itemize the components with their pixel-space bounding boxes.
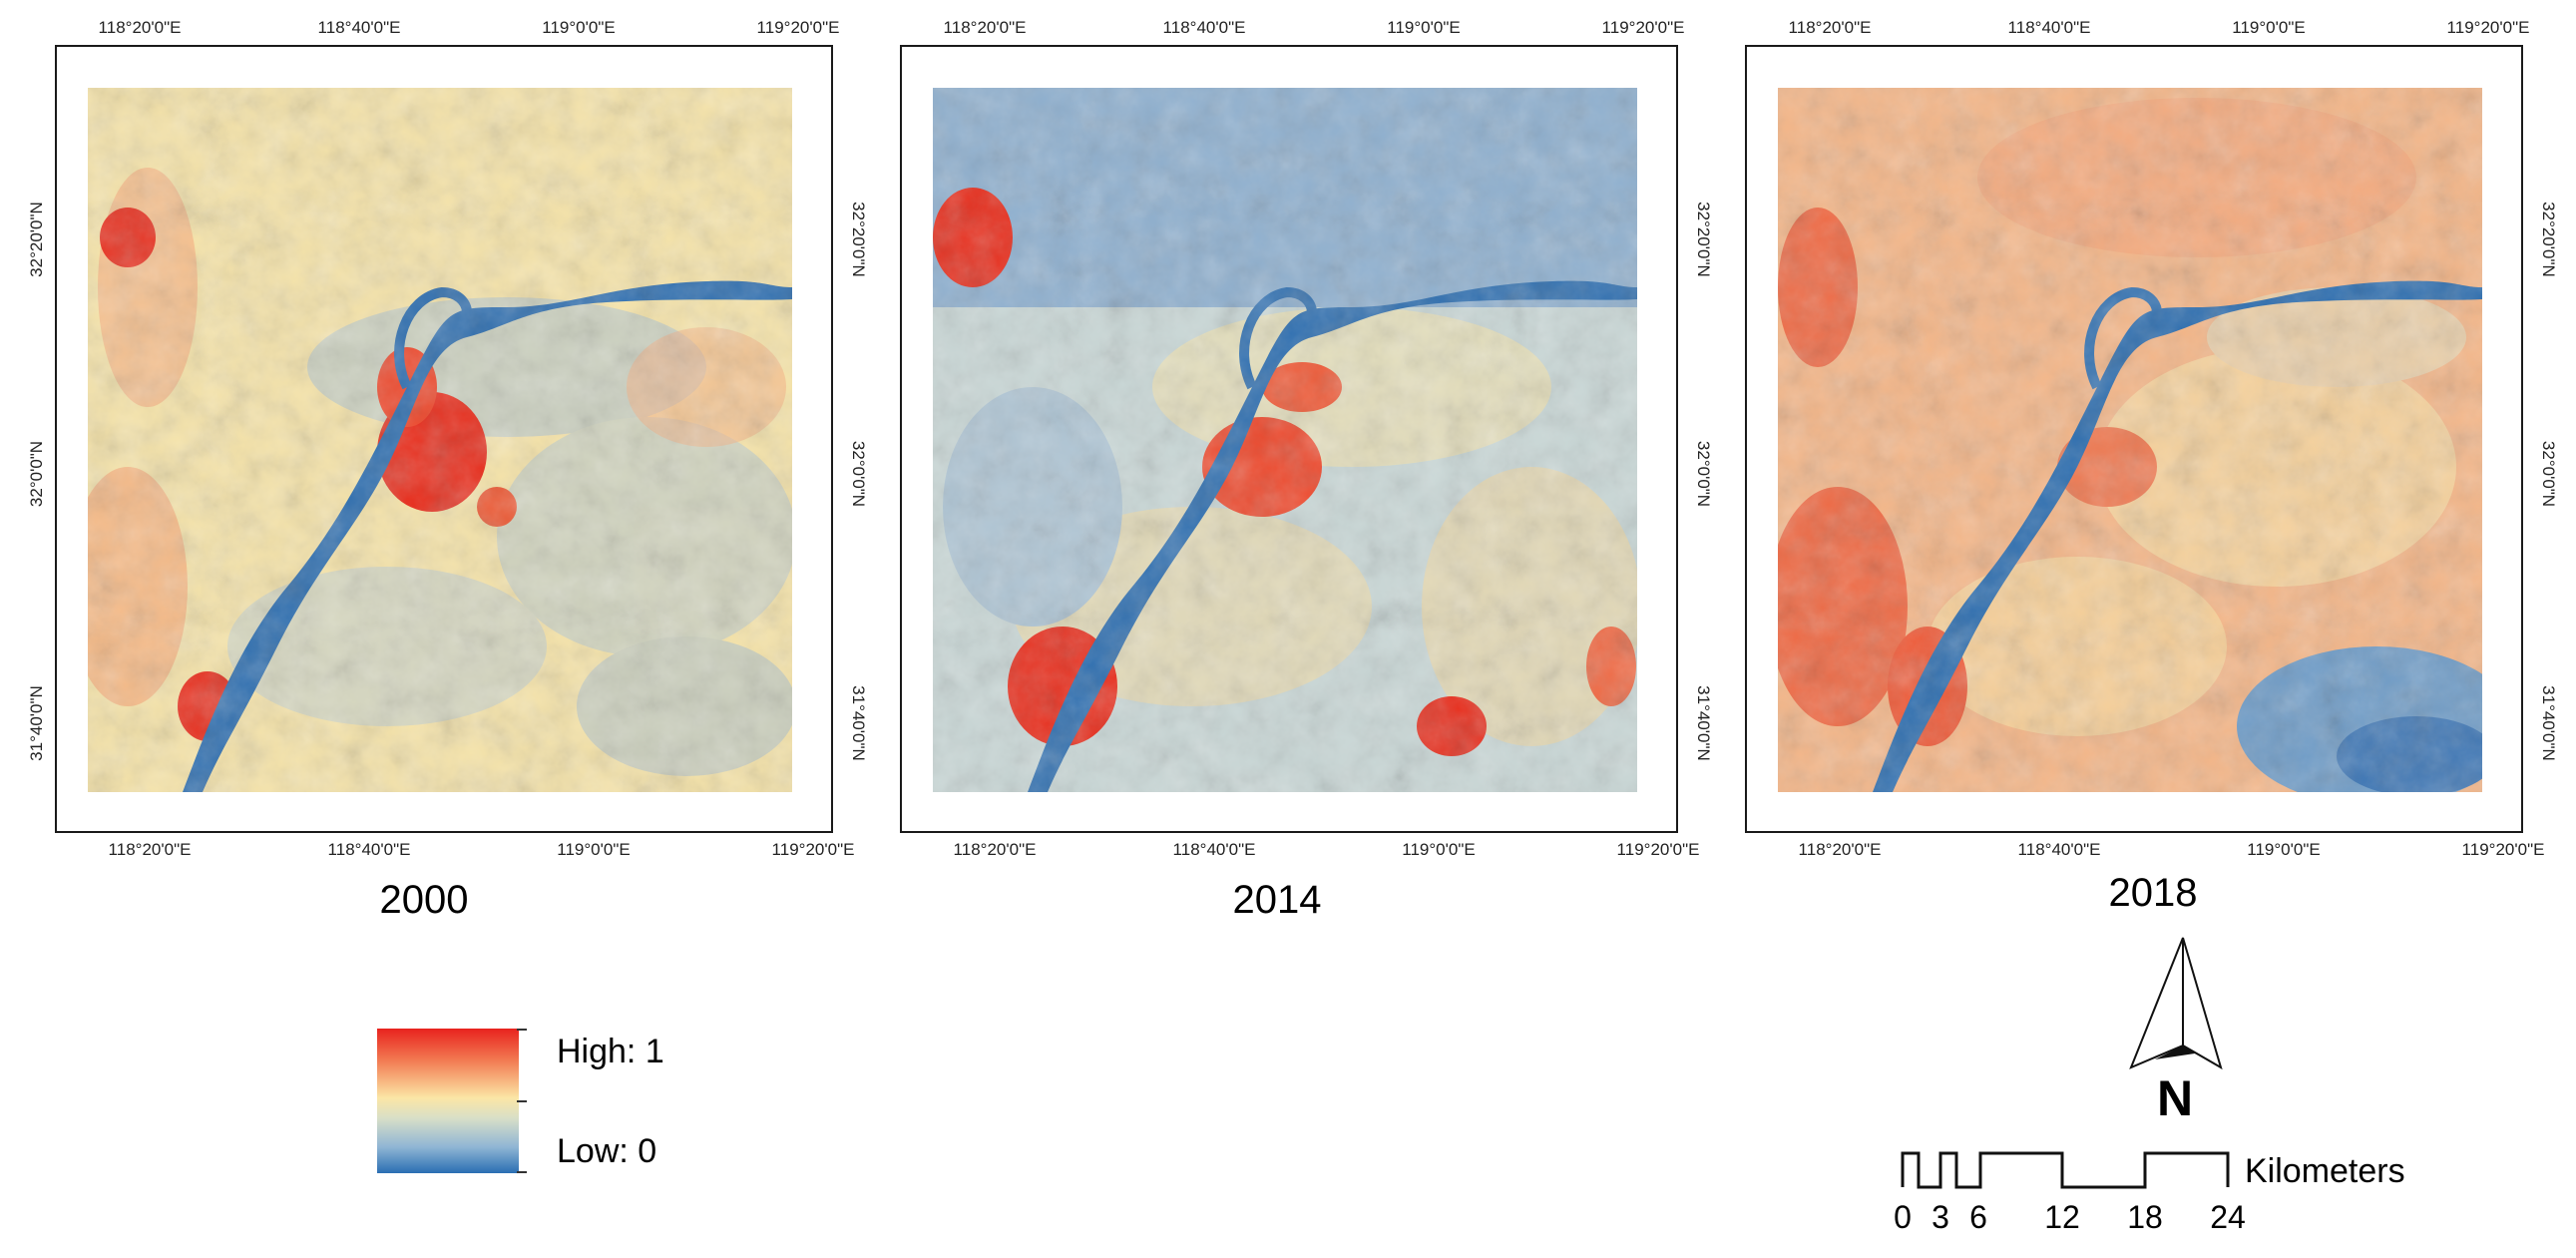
top-tick-label: 118°20'0"E bbox=[98, 18, 182, 37]
right-tick-label: 32°0'0"N bbox=[849, 440, 868, 508]
year-label-2000: 2000 bbox=[379, 878, 469, 922]
bottom-tick-label: 119°0'0"E bbox=[2247, 840, 2321, 859]
legend-tick-bottom bbox=[517, 1171, 527, 1173]
bottom-tick-label: 119°0'0"E bbox=[557, 840, 631, 859]
top-tick-label: 118°40'0"E bbox=[1162, 18, 1246, 37]
bottom-tick-label: 118°20'0"E bbox=[953, 840, 1037, 859]
top-tick-label: 119°0'0"E bbox=[2232, 18, 2306, 37]
top-tick-label: 119°0'0"E bbox=[542, 18, 616, 37]
scale-bar-unit: Kilometers bbox=[2245, 1152, 2405, 1190]
right-tick-label: 32°20'0"N bbox=[2539, 202, 2558, 277]
top-tick-label: 118°40'0"E bbox=[317, 18, 401, 37]
bottom-tick-label: 118°20'0"E bbox=[108, 840, 192, 859]
scale-bar-tick-label: 0 bbox=[1894, 1199, 1912, 1235]
scale-bar-tick-label: 18 bbox=[2127, 1199, 2163, 1235]
north-arrow-label: N bbox=[2157, 1070, 2194, 1126]
scale-bar-tick-label: 12 bbox=[2044, 1199, 2080, 1235]
bottom-tick-label: 119°20'0"E bbox=[1616, 840, 1700, 859]
legend-high-label: High: 1 bbox=[557, 1033, 664, 1070]
scale-bar-icon bbox=[1901, 1149, 2245, 1189]
bottom-tick-label: 119°20'0"E bbox=[2461, 840, 2545, 859]
scale-bar-tick-label: 3 bbox=[1932, 1199, 1949, 1235]
top-tick-label: 119°20'0"E bbox=[756, 18, 840, 37]
top-tick-label: 119°20'0"E bbox=[1601, 18, 1685, 37]
north-arrow-icon bbox=[2125, 936, 2225, 1075]
bottom-tick-label: 119°0'0"E bbox=[1402, 840, 1476, 859]
left-tick-label: 32°0'0"N bbox=[27, 440, 46, 508]
left-tick-label: 32°20'0"N bbox=[27, 202, 46, 277]
top-tick-label: 118°20'0"E bbox=[1788, 18, 1872, 37]
right-tick-label: 32°20'0"N bbox=[849, 202, 868, 277]
legend-color-ramp bbox=[377, 1029, 519, 1173]
map-image-2000 bbox=[88, 88, 792, 792]
year-label-2018: 2018 bbox=[2108, 871, 2198, 915]
right-tick-label: 32°0'0"N bbox=[2539, 440, 2558, 508]
right-tick-label: 31°40'0"N bbox=[2539, 685, 2558, 761]
map-image-2018 bbox=[1778, 88, 2482, 792]
scale-bar-tick-label: 24 bbox=[2210, 1199, 2246, 1235]
legend-low-label: Low: 0 bbox=[557, 1132, 657, 1170]
top-tick-label: 118°40'0"E bbox=[2007, 18, 2091, 37]
legend-tick-mid bbox=[517, 1100, 527, 1102]
legend-tick-top bbox=[517, 1029, 527, 1031]
scale-bar-tick-label: 6 bbox=[1969, 1199, 1987, 1235]
right-tick-label: 31°40'0"N bbox=[849, 685, 868, 761]
map-image-2014 bbox=[933, 88, 1637, 792]
bottom-tick-label: 118°40'0"E bbox=[327, 840, 411, 859]
bottom-tick-label: 118°40'0"E bbox=[2017, 840, 2101, 859]
bottom-tick-label: 119°20'0"E bbox=[771, 840, 855, 859]
left-tick-label: 31°40'0"N bbox=[27, 685, 46, 761]
bottom-tick-label: 118°40'0"E bbox=[1172, 840, 1256, 859]
right-tick-label: 32°0'0"N bbox=[1694, 440, 1713, 508]
top-tick-label: 118°20'0"E bbox=[943, 18, 1027, 37]
right-tick-label: 32°20'0"N bbox=[1694, 202, 1713, 277]
bottom-tick-label: 118°20'0"E bbox=[1798, 840, 1882, 859]
year-label-2014: 2014 bbox=[1232, 878, 1322, 922]
top-tick-label: 119°20'0"E bbox=[2446, 18, 2530, 37]
right-tick-label: 31°40'0"N bbox=[1694, 685, 1713, 761]
top-tick-label: 119°0'0"E bbox=[1387, 18, 1461, 37]
